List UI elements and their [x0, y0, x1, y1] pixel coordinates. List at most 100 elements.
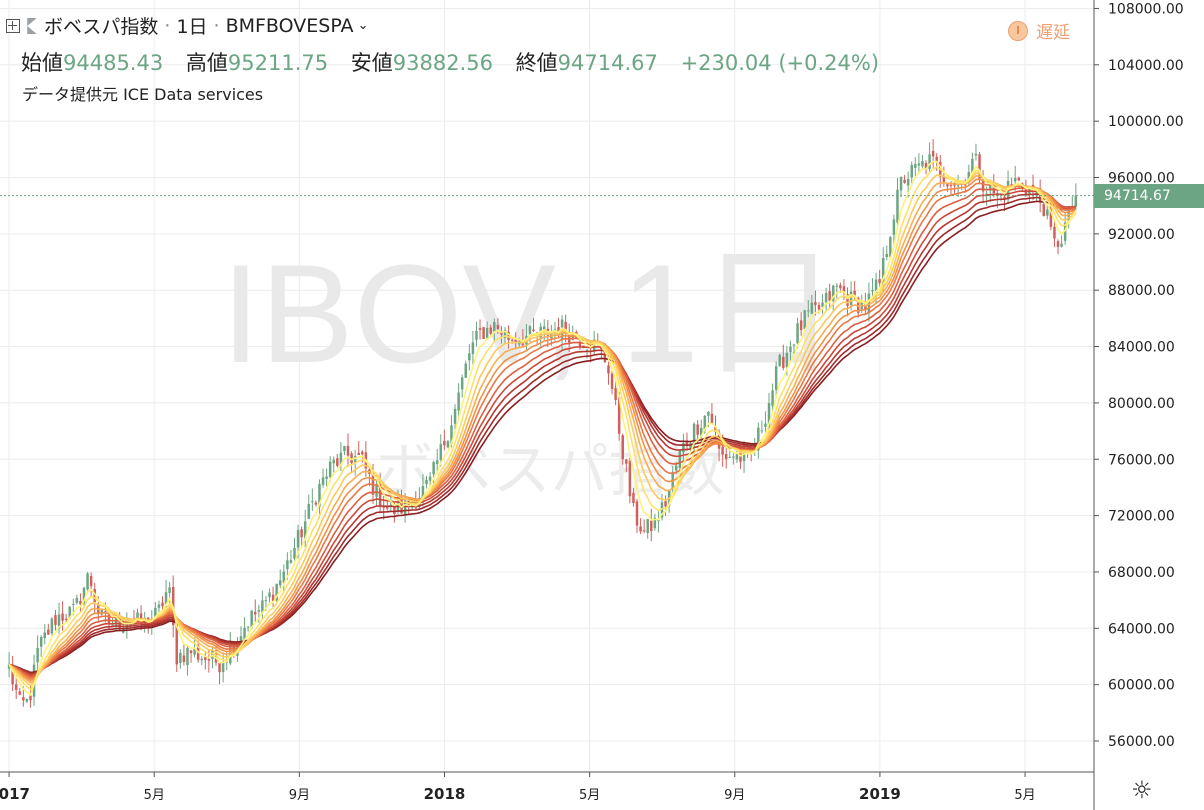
candle-body — [828, 291, 831, 301]
candle-body — [853, 290, 856, 297]
candle-body — [721, 446, 724, 455]
ma-line — [8, 178, 1077, 682]
candle-body — [903, 179, 906, 183]
chevron-down-icon[interactable]: ⌄ — [357, 18, 369, 33]
low-value: 93882.56 — [392, 51, 493, 75]
ma-line — [8, 182, 1077, 680]
candle-body — [61, 613, 64, 621]
grid-layer — [0, 0, 1094, 772]
candle-body — [300, 529, 303, 538]
candle-body — [54, 615, 57, 625]
candle-body — [207, 658, 211, 661]
interval-label[interactable]: 1日 — [176, 16, 208, 38]
candle-body — [25, 698, 29, 702]
candle-body — [617, 396, 621, 434]
ma-line — [8, 171, 1077, 687]
candle-body — [710, 413, 714, 424]
candle-body — [64, 618, 68, 621]
candle-body — [839, 285, 842, 289]
candle-body — [799, 320, 803, 331]
candle-body — [7, 664, 11, 669]
candle-body — [764, 423, 767, 427]
candle-body — [642, 530, 646, 532]
candle-body — [657, 520, 660, 522]
candle-body — [1046, 209, 1049, 216]
candle-body — [453, 408, 457, 424]
candle-body — [328, 461, 332, 478]
candle-body — [75, 597, 79, 603]
delay-badge[interactable]: 遅延 — [1008, 18, 1070, 43]
candle-body — [43, 632, 46, 639]
candle-body — [68, 606, 71, 619]
candle-body — [189, 650, 193, 654]
price-tick-label: 80000.00 — [1108, 396, 1175, 412]
price-tick-label: 76000.00 — [1108, 452, 1175, 468]
candle-body — [660, 502, 664, 518]
time-tick-label: 2019 — [859, 785, 901, 803]
candle-body — [771, 390, 774, 406]
candle-body — [625, 459, 628, 464]
candle-body — [168, 587, 171, 593]
time-axis[interactable]: 2017 5月 9月 2018 5月 9月 2019 5月 — [0, 771, 1094, 803]
symbol-title[interactable]: ボベスパ指数 · 1日 · BMFBOVESPA ⌄ — [6, 12, 368, 39]
candle-body — [1013, 177, 1017, 182]
candle-body — [949, 184, 953, 186]
candle-body — [689, 443, 692, 450]
candle-body — [696, 424, 699, 435]
candle-body — [100, 609, 104, 615]
candle-body — [179, 652, 182, 663]
symbol-name[interactable]: ボベスパ指数 — [44, 16, 159, 38]
candle-body — [403, 500, 407, 516]
candle-body — [278, 580, 282, 586]
candle-body — [460, 377, 464, 390]
candle-body — [332, 459, 335, 464]
candle-body — [914, 163, 917, 168]
candle-body — [353, 456, 357, 464]
candle-body — [450, 425, 453, 444]
price-tick-label: 64000.00 — [1108, 621, 1175, 637]
candle-body — [767, 403, 771, 427]
candle-body — [878, 279, 881, 284]
candle-body — [485, 327, 489, 340]
gear-icon[interactable]: ☼ — [1131, 776, 1153, 804]
candle-body — [831, 285, 835, 301]
candle-body — [1049, 206, 1053, 227]
candle-body — [478, 328, 482, 330]
time-tick-label: 5月 — [144, 788, 165, 803]
candle-body — [864, 304, 867, 311]
candle-body — [72, 603, 75, 605]
candle-body — [846, 293, 849, 306]
candle-body — [175, 621, 179, 665]
exchange-symbol[interactable]: BMFBOVESPA — [225, 14, 354, 37]
candle-body — [1017, 177, 1021, 181]
price-tick-label: 68000.00 — [1108, 565, 1175, 581]
time-tick-label: 2017 — [0, 785, 30, 803]
candle-body — [243, 627, 246, 640]
candle-body — [457, 392, 460, 411]
candle-body — [732, 456, 735, 458]
candle-body — [471, 342, 475, 354]
expand-icon[interactable] — [6, 18, 20, 33]
candle-body — [510, 339, 514, 341]
candle-body — [906, 179, 910, 186]
candle-body — [703, 415, 707, 431]
candle-body — [592, 339, 596, 352]
candle-body — [917, 163, 921, 166]
candle-body — [978, 154, 981, 179]
candle-body — [29, 695, 32, 701]
candle-body — [357, 452, 360, 455]
price-axis[interactable]: 56000.00 60000.00 64000.00 68000.00 72000.00… — [1093, 0, 1184, 810]
candle-body — [318, 483, 321, 507]
candle-body — [293, 547, 296, 559]
flag-icon[interactable] — [27, 17, 37, 34]
price-tick-label: 104000.00 — [1108, 58, 1184, 74]
candle-body — [1010, 184, 1013, 186]
candle-body — [782, 356, 785, 368]
candle-body — [204, 657, 207, 661]
candle-body — [289, 560, 293, 563]
candle-body — [346, 445, 350, 456]
time-tick-label: 9月 — [289, 788, 310, 803]
candle-body — [874, 279, 878, 293]
candle-body — [443, 440, 446, 446]
